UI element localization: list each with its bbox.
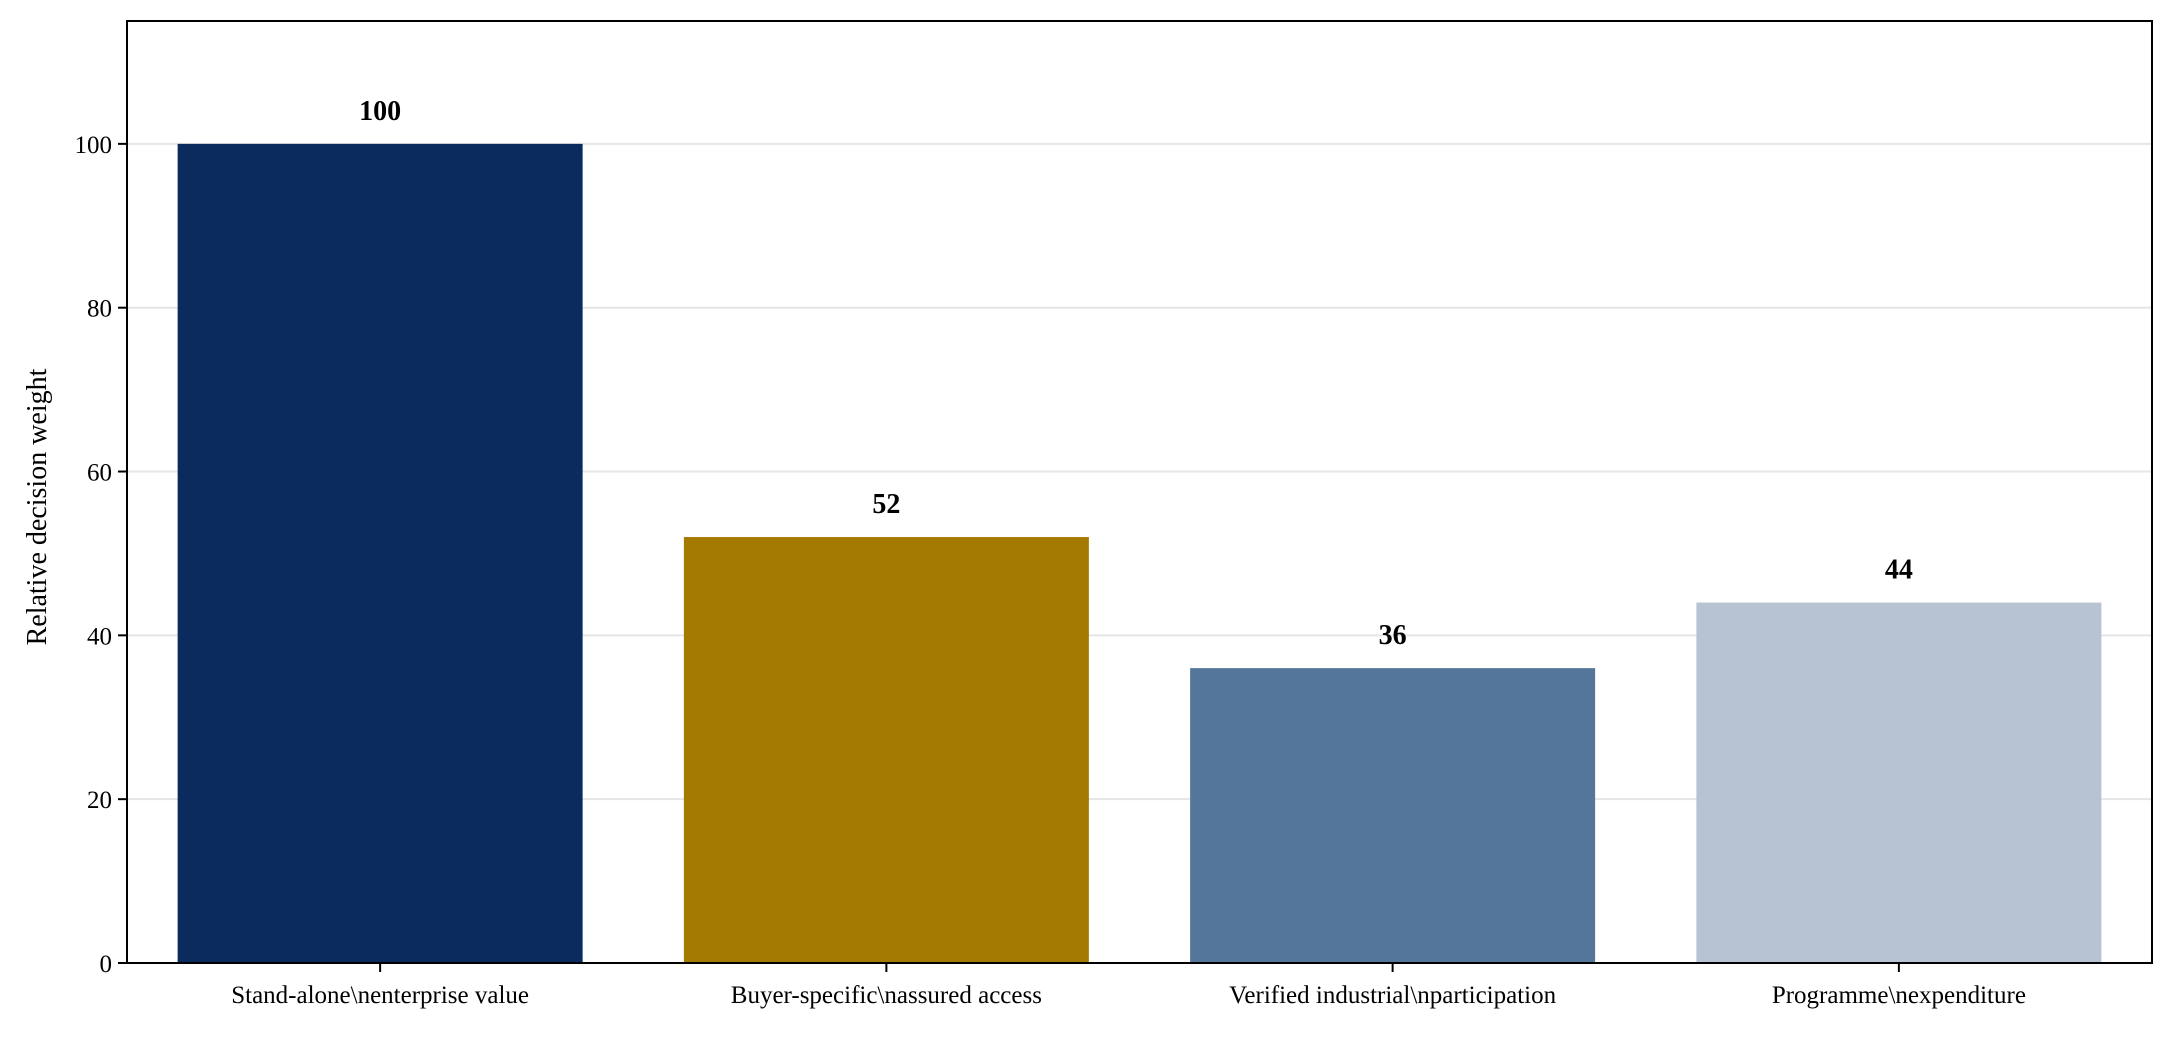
plot-frame — [126, 20, 2153, 964]
bar — [1190, 668, 1596, 963]
bar — [1696, 602, 2102, 963]
y-tick-label: 100 — [75, 132, 113, 159]
x-tick-label: Stand-alone\nenterprise value — [231, 982, 529, 1009]
data-label: 100 — [359, 96, 401, 127]
x-tick-label: Programme\nexpenditure — [1772, 982, 2026, 1009]
value-labels: 100 52 36 44 — [359, 96, 1913, 651]
data-label: 44 — [1885, 555, 1913, 586]
data-label: 36 — [1379, 620, 1407, 651]
x-tick-label: Buyer-specific\nassured access — [731, 982, 1042, 1009]
bars — [177, 143, 2102, 963]
bar — [683, 537, 1089, 963]
y-tick-label: 20 — [87, 787, 112, 814]
y-axis-ticks: 0 20 40 60 80 100 — [75, 132, 127, 978]
y-tick-label: 80 — [87, 296, 112, 323]
y-tick-label: 0 — [100, 951, 113, 978]
y-tick-label: 40 — [87, 623, 112, 650]
bar — [177, 143, 583, 963]
y-tick-label: 60 — [87, 460, 112, 487]
y-axis-title: Relative decision weight — [22, 368, 53, 645]
x-axis-ticks: Stand-alone\nenterprise value Buyer-speci… — [231, 963, 2026, 1009]
data-label: 52 — [872, 489, 900, 520]
x-tick-label: Verified industrial\nparticipation — [1229, 982, 1556, 1009]
